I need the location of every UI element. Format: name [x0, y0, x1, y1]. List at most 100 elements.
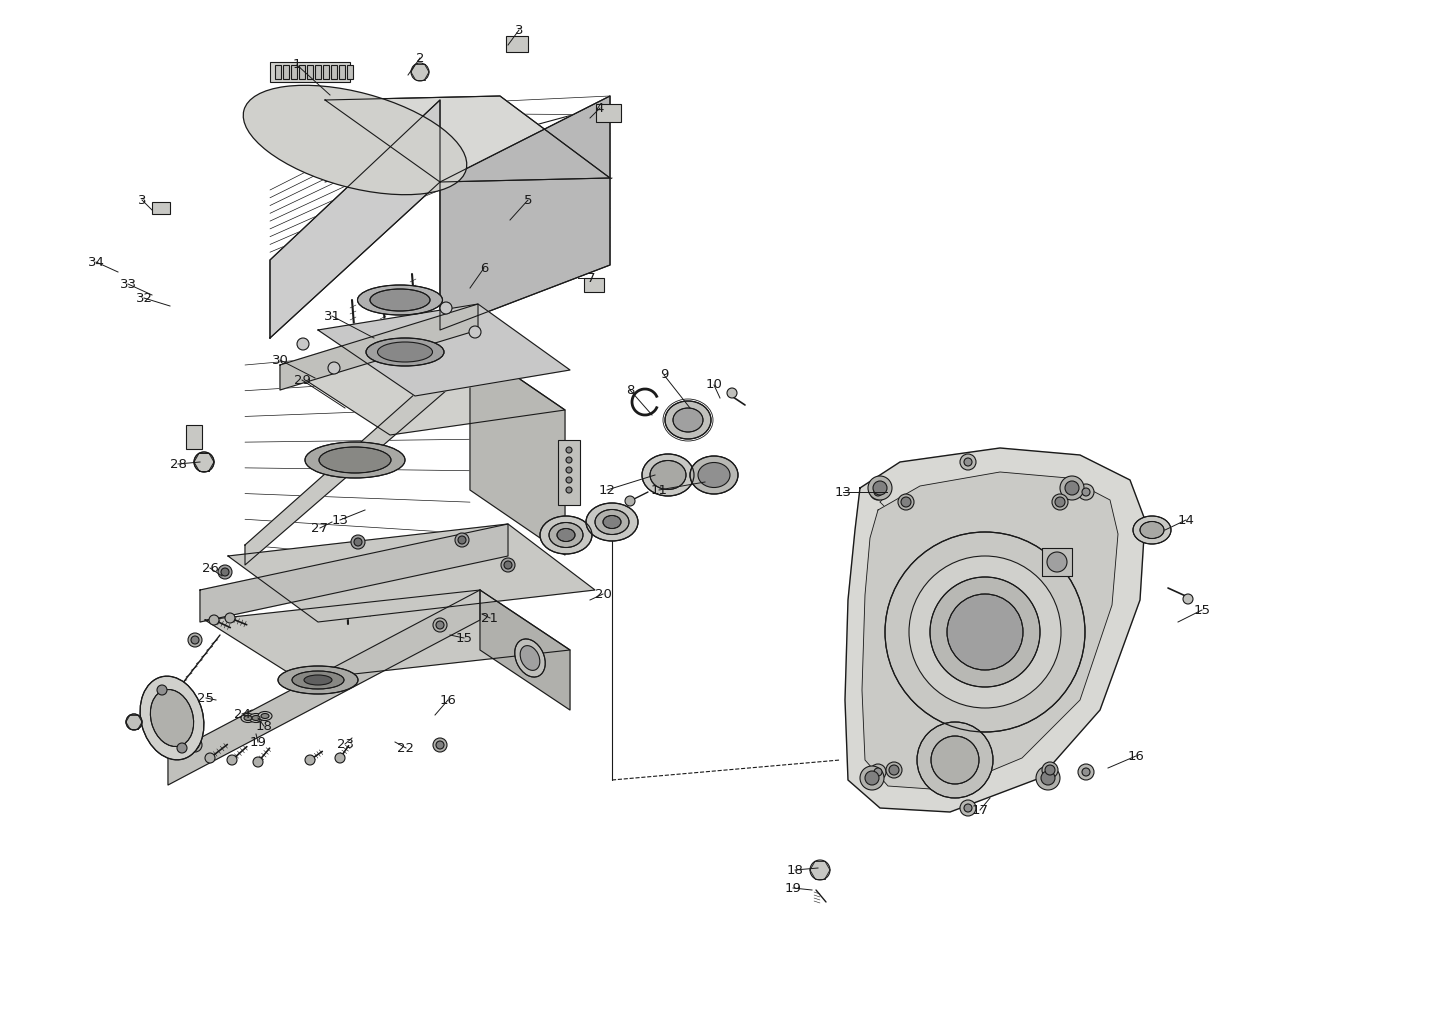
Text: 18: 18 — [255, 719, 272, 733]
Circle shape — [885, 532, 1086, 732]
Polygon shape — [270, 100, 440, 338]
Bar — [315, 65, 321, 79]
Polygon shape — [470, 345, 565, 555]
Ellipse shape — [377, 342, 433, 362]
Circle shape — [870, 484, 886, 500]
Circle shape — [1078, 484, 1094, 500]
Bar — [282, 65, 290, 79]
Text: 15: 15 — [1193, 603, 1210, 616]
Circle shape — [354, 538, 361, 546]
Ellipse shape — [293, 671, 344, 689]
Bar — [300, 65, 305, 79]
Circle shape — [221, 568, 229, 576]
Ellipse shape — [261, 713, 270, 718]
Bar — [291, 65, 297, 79]
Circle shape — [433, 738, 447, 752]
Text: 25: 25 — [198, 691, 215, 705]
Circle shape — [1041, 771, 1055, 785]
Circle shape — [156, 685, 166, 695]
Bar — [331, 65, 337, 79]
Ellipse shape — [698, 462, 730, 488]
Text: 1: 1 — [293, 59, 301, 71]
Text: 27: 27 — [311, 522, 328, 534]
Circle shape — [227, 755, 237, 765]
Circle shape — [1065, 481, 1078, 495]
Ellipse shape — [366, 338, 445, 366]
Circle shape — [1183, 594, 1193, 604]
Ellipse shape — [151, 689, 194, 746]
Circle shape — [469, 326, 480, 338]
Ellipse shape — [304, 675, 333, 685]
Bar — [186, 425, 202, 449]
Ellipse shape — [549, 523, 584, 547]
Bar — [323, 65, 328, 79]
Text: 19: 19 — [784, 882, 802, 894]
Circle shape — [566, 447, 572, 453]
Ellipse shape — [250, 713, 262, 722]
Circle shape — [873, 488, 882, 496]
Text: 32: 32 — [135, 291, 152, 305]
Ellipse shape — [370, 289, 430, 311]
Circle shape — [328, 362, 340, 374]
Ellipse shape — [665, 401, 711, 439]
Circle shape — [916, 722, 992, 799]
Ellipse shape — [1140, 522, 1164, 538]
Text: 7: 7 — [587, 272, 595, 284]
Circle shape — [191, 741, 199, 749]
Circle shape — [886, 762, 902, 778]
Circle shape — [931, 577, 1040, 687]
Polygon shape — [280, 304, 478, 390]
Circle shape — [870, 764, 886, 780]
Text: 28: 28 — [169, 458, 186, 470]
Text: 34: 34 — [87, 255, 105, 269]
Bar — [347, 65, 353, 79]
Circle shape — [500, 558, 515, 572]
Ellipse shape — [587, 503, 638, 541]
Ellipse shape — [258, 711, 272, 720]
Text: 9: 9 — [660, 368, 668, 382]
Bar — [584, 278, 604, 292]
Ellipse shape — [252, 715, 260, 720]
Text: 30: 30 — [271, 354, 288, 366]
Circle shape — [964, 804, 972, 812]
Polygon shape — [205, 590, 569, 680]
Circle shape — [868, 476, 892, 500]
Bar — [1043, 548, 1073, 576]
Polygon shape — [168, 590, 480, 785]
Text: 3: 3 — [515, 24, 523, 36]
Circle shape — [205, 753, 215, 762]
Ellipse shape — [305, 442, 404, 478]
Circle shape — [889, 765, 899, 775]
Circle shape — [225, 613, 235, 623]
Text: 6: 6 — [480, 261, 488, 275]
Ellipse shape — [604, 516, 621, 529]
Polygon shape — [326, 96, 609, 182]
Circle shape — [440, 301, 452, 314]
Circle shape — [188, 633, 202, 647]
Polygon shape — [245, 345, 470, 565]
Circle shape — [351, 535, 366, 549]
Circle shape — [336, 753, 346, 762]
Polygon shape — [440, 96, 609, 330]
Ellipse shape — [650, 461, 685, 490]
Ellipse shape — [141, 676, 204, 759]
Bar — [1043, 548, 1073, 576]
Circle shape — [297, 338, 308, 350]
Polygon shape — [318, 304, 569, 396]
Ellipse shape — [318, 447, 391, 473]
Circle shape — [865, 771, 879, 785]
Bar — [307, 65, 313, 79]
Circle shape — [810, 860, 830, 880]
Circle shape — [188, 738, 202, 752]
Circle shape — [209, 615, 219, 625]
Text: 19: 19 — [250, 736, 267, 748]
Text: 17: 17 — [971, 804, 988, 816]
Ellipse shape — [357, 285, 443, 315]
Ellipse shape — [244, 85, 466, 194]
Text: 12: 12 — [598, 484, 615, 497]
Circle shape — [1035, 766, 1060, 790]
Ellipse shape — [515, 639, 545, 677]
Circle shape — [252, 757, 262, 767]
Circle shape — [412, 63, 429, 81]
Circle shape — [566, 487, 572, 493]
